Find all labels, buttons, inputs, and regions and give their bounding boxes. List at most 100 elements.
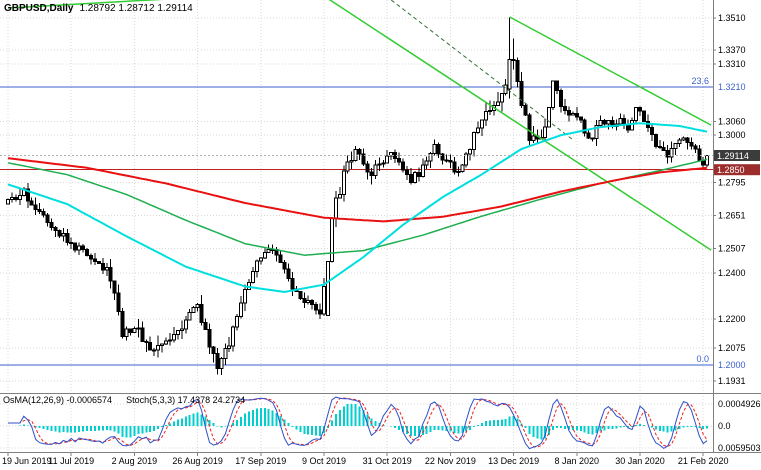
candle-body[interactable]: [69, 242, 74, 245]
candle-body[interactable]: [262, 252, 267, 259]
candle-body[interactable]: [49, 221, 54, 228]
candle-body[interactable]: [373, 164, 378, 176]
candle-body[interactable]: [6, 199, 10, 205]
candle-body[interactable]: [128, 328, 133, 333]
candle-body[interactable]: [689, 142, 694, 147]
candle-body[interactable]: [81, 245, 85, 251]
candle-body[interactable]: [175, 329, 180, 335]
candle-body[interactable]: [187, 311, 192, 321]
candle-body[interactable]: [282, 261, 287, 270]
candle-body[interactable]: [487, 110, 492, 113]
candle-body[interactable]: [681, 137, 686, 141]
candle-body[interactable]: [168, 339, 172, 342]
candle-body[interactable]: [215, 352, 220, 369]
candle-body[interactable]: [243, 289, 247, 304]
candle-body[interactable]: [365, 163, 370, 173]
candle-body[interactable]: [586, 132, 591, 139]
candle-body[interactable]: [507, 58, 512, 90]
candle-body[interactable]: [140, 327, 145, 342]
candle-body[interactable]: [73, 242, 78, 251]
candle-body[interactable]: [456, 171, 461, 173]
candle-body[interactable]: [89, 254, 93, 260]
candle-body[interactable]: [634, 107, 639, 122]
candle-body[interactable]: [286, 268, 291, 279]
candle-body[interactable]: [45, 214, 50, 223]
candle-body[interactable]: [345, 161, 350, 172]
candle-body[interactable]: [207, 328, 212, 348]
candle-body[interactable]: [697, 148, 702, 161]
candle-body[interactable]: [53, 227, 58, 232]
candle-body[interactable]: [199, 304, 204, 324]
candle-body[interactable]: [25, 188, 30, 202]
candle-body[interactable]: [322, 285, 326, 315]
candle-body[interactable]: [649, 126, 654, 136]
candle-body[interactable]: [361, 153, 366, 165]
candle-body[interactable]: [219, 358, 224, 369]
candle-body[interactable]: [357, 149, 362, 155]
candle-body[interactable]: [65, 233, 70, 244]
candle-body[interactable]: [183, 319, 188, 330]
candle-body[interactable]: [464, 153, 469, 166]
trendlines[interactable]: [7, 0, 712, 251]
candle-body[interactable]: [96, 261, 101, 264]
candle-body[interactable]: [503, 84, 508, 95]
candle-body[interactable]: [231, 326, 236, 347]
moving-averages[interactable]: [7, 122, 708, 293]
candle-body[interactable]: [574, 113, 579, 118]
candle-body[interactable]: [310, 299, 315, 305]
candle-body[interactable]: [685, 137, 690, 144]
candle-body[interactable]: [17, 195, 22, 201]
candle-body[interactable]: [258, 257, 263, 262]
candle-body[interactable]: [432, 144, 437, 155]
candle-body[interactable]: [298, 290, 303, 299]
ma-cyan[interactable]: [7, 122, 708, 293]
candle-body[interactable]: [673, 143, 678, 149]
ma-red[interactable]: [7, 157, 708, 223]
candle-body[interactable]: [555, 80, 560, 92]
candle-body[interactable]: [116, 292, 121, 312]
candle-body[interactable]: [333, 197, 338, 219]
candle-body[interactable]: [527, 114, 532, 142]
candle-body[interactable]: [602, 119, 607, 125]
candle-body[interactable]: [377, 163, 382, 166]
candle-body[interactable]: [85, 249, 89, 256]
candle-body[interactable]: [341, 170, 346, 195]
candle-body[interactable]: [318, 309, 323, 315]
candle-body[interactable]: [223, 348, 228, 360]
candle-body[interactable]: [669, 148, 674, 158]
candle-body[interactable]: [511, 58, 516, 62]
candle-body[interactable]: [428, 153, 433, 162]
descending-trendline-upper[interactable]: [509, 16, 712, 126]
candle-body[interactable]: [523, 105, 528, 116]
candle-body[interactable]: [665, 149, 670, 158]
candle-body[interactable]: [424, 160, 429, 166]
candle-body[interactable]: [227, 345, 232, 350]
candle-body[interactable]: [112, 280, 117, 294]
candle-body[interactable]: [61, 233, 66, 237]
candle-body[interactable]: [657, 146, 662, 148]
candle-body[interactable]: [519, 80, 524, 107]
candle-body[interactable]: [13, 196, 18, 201]
candle-body[interactable]: [444, 159, 449, 162]
candle-body[interactable]: [120, 310, 125, 338]
candle-body[interactable]: [598, 119, 603, 127]
candle-body[interactable]: [100, 263, 105, 271]
candle-body[interactable]: [148, 341, 153, 351]
candle-body[interactable]: [239, 302, 244, 317]
candle-body[interactable]: [57, 230, 62, 237]
candle-body[interactable]: [480, 119, 484, 129]
candle-body[interactable]: [278, 254, 283, 263]
candle-body[interactable]: [314, 303, 319, 311]
candle-body[interactable]: [460, 164, 465, 172]
candle-body[interactable]: [618, 117, 623, 125]
candle-body[interactable]: [156, 345, 161, 351]
candle-body[interactable]: [448, 159, 453, 163]
candle-body[interactable]: [420, 164, 425, 177]
candle-body[interactable]: [306, 299, 311, 303]
candle-body[interactable]: [179, 328, 184, 331]
candle-body[interactable]: [349, 159, 354, 163]
candle-body[interactable]: [476, 127, 481, 134]
candle-body[interactable]: [235, 315, 240, 328]
